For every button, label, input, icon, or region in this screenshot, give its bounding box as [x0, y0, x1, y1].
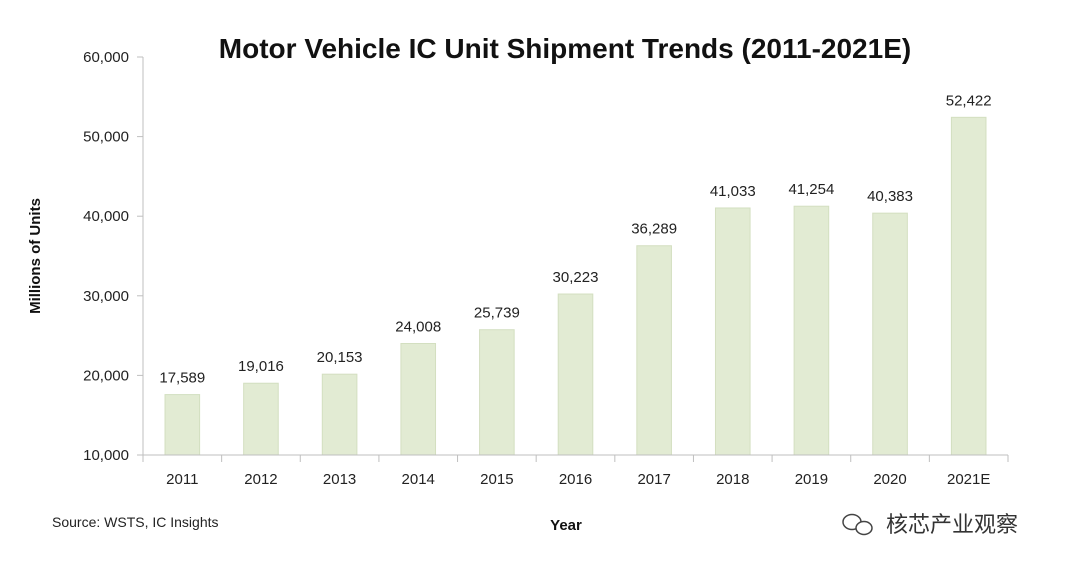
watermark-text: 核芯产业观察 — [886, 512, 1018, 537]
bar-value-label: 36,289 — [631, 221, 677, 238]
x-axis-title: Year — [550, 517, 582, 534]
bar — [557, 293, 594, 456]
bar-value-label: 17,589 — [159, 370, 205, 387]
bar-value-label: 41,254 — [788, 181, 834, 198]
source-note: Source: WSTS, IC Insights — [52, 514, 219, 530]
bar — [479, 329, 515, 456]
x-tick-label: 2017 — [637, 471, 670, 488]
x-tick-label: 2018 — [716, 471, 749, 488]
bar-value-label: 41,033 — [710, 183, 756, 200]
x-tick-label: 2016 — [559, 471, 592, 488]
bar — [950, 116, 987, 456]
chart-title: Motor Vehicle IC Unit Shipment Trends (2… — [219, 33, 911, 64]
y-tick-label: 20,000 — [83, 367, 129, 384]
bar-value-label: 40,383 — [867, 188, 913, 205]
wechat-icon — [842, 513, 873, 536]
bar-value-label: 25,739 — [474, 305, 520, 322]
y-tick-label: 40,000 — [83, 208, 129, 225]
bars-layer: 17,589 19,016 20,153 24,008 25,739 30,223 36,2… — [159, 92, 992, 456]
y-tick-label: 60,000 — [83, 49, 129, 66]
bar — [243, 382, 279, 456]
bar-value-label: 20,153 — [317, 349, 363, 366]
y-axis-title: Millions of Units — [27, 198, 44, 314]
bar — [400, 342, 437, 456]
bar — [872, 212, 908, 456]
bar-value-label: 19,016 — [238, 358, 284, 375]
y-tick-label: 10,000 — [83, 447, 129, 464]
x-tick-label: 2014 — [402, 471, 435, 488]
bar — [164, 394, 201, 456]
x-tick-label: 2012 — [244, 471, 277, 488]
bar-value-label: 52,422 — [946, 92, 992, 109]
x-tick-label: 2015 — [480, 471, 513, 488]
bar — [636, 245, 672, 456]
x-tick-label: 2020 — [873, 471, 906, 488]
x-tick-label: 2021E — [947, 471, 990, 488]
watermark: 核芯产业观察 — [842, 512, 1018, 537]
bar — [793, 205, 830, 456]
x-tick-label: 2019 — [795, 471, 828, 488]
y-tick-label: 30,000 — [83, 288, 129, 305]
bar-value-label: 30,223 — [553, 269, 599, 286]
x-tick-label: 2013 — [323, 471, 356, 488]
y-tick-label: 50,000 — [83, 129, 129, 146]
x-tick-label: 2011 — [166, 471, 198, 488]
bar — [321, 373, 358, 456]
bar — [714, 207, 751, 456]
bar-value-label: 24,008 — [395, 318, 441, 335]
axes-layer: 10,000 20,000 30,000 40,000 50,000 60,000 2011… — [83, 49, 1009, 488]
